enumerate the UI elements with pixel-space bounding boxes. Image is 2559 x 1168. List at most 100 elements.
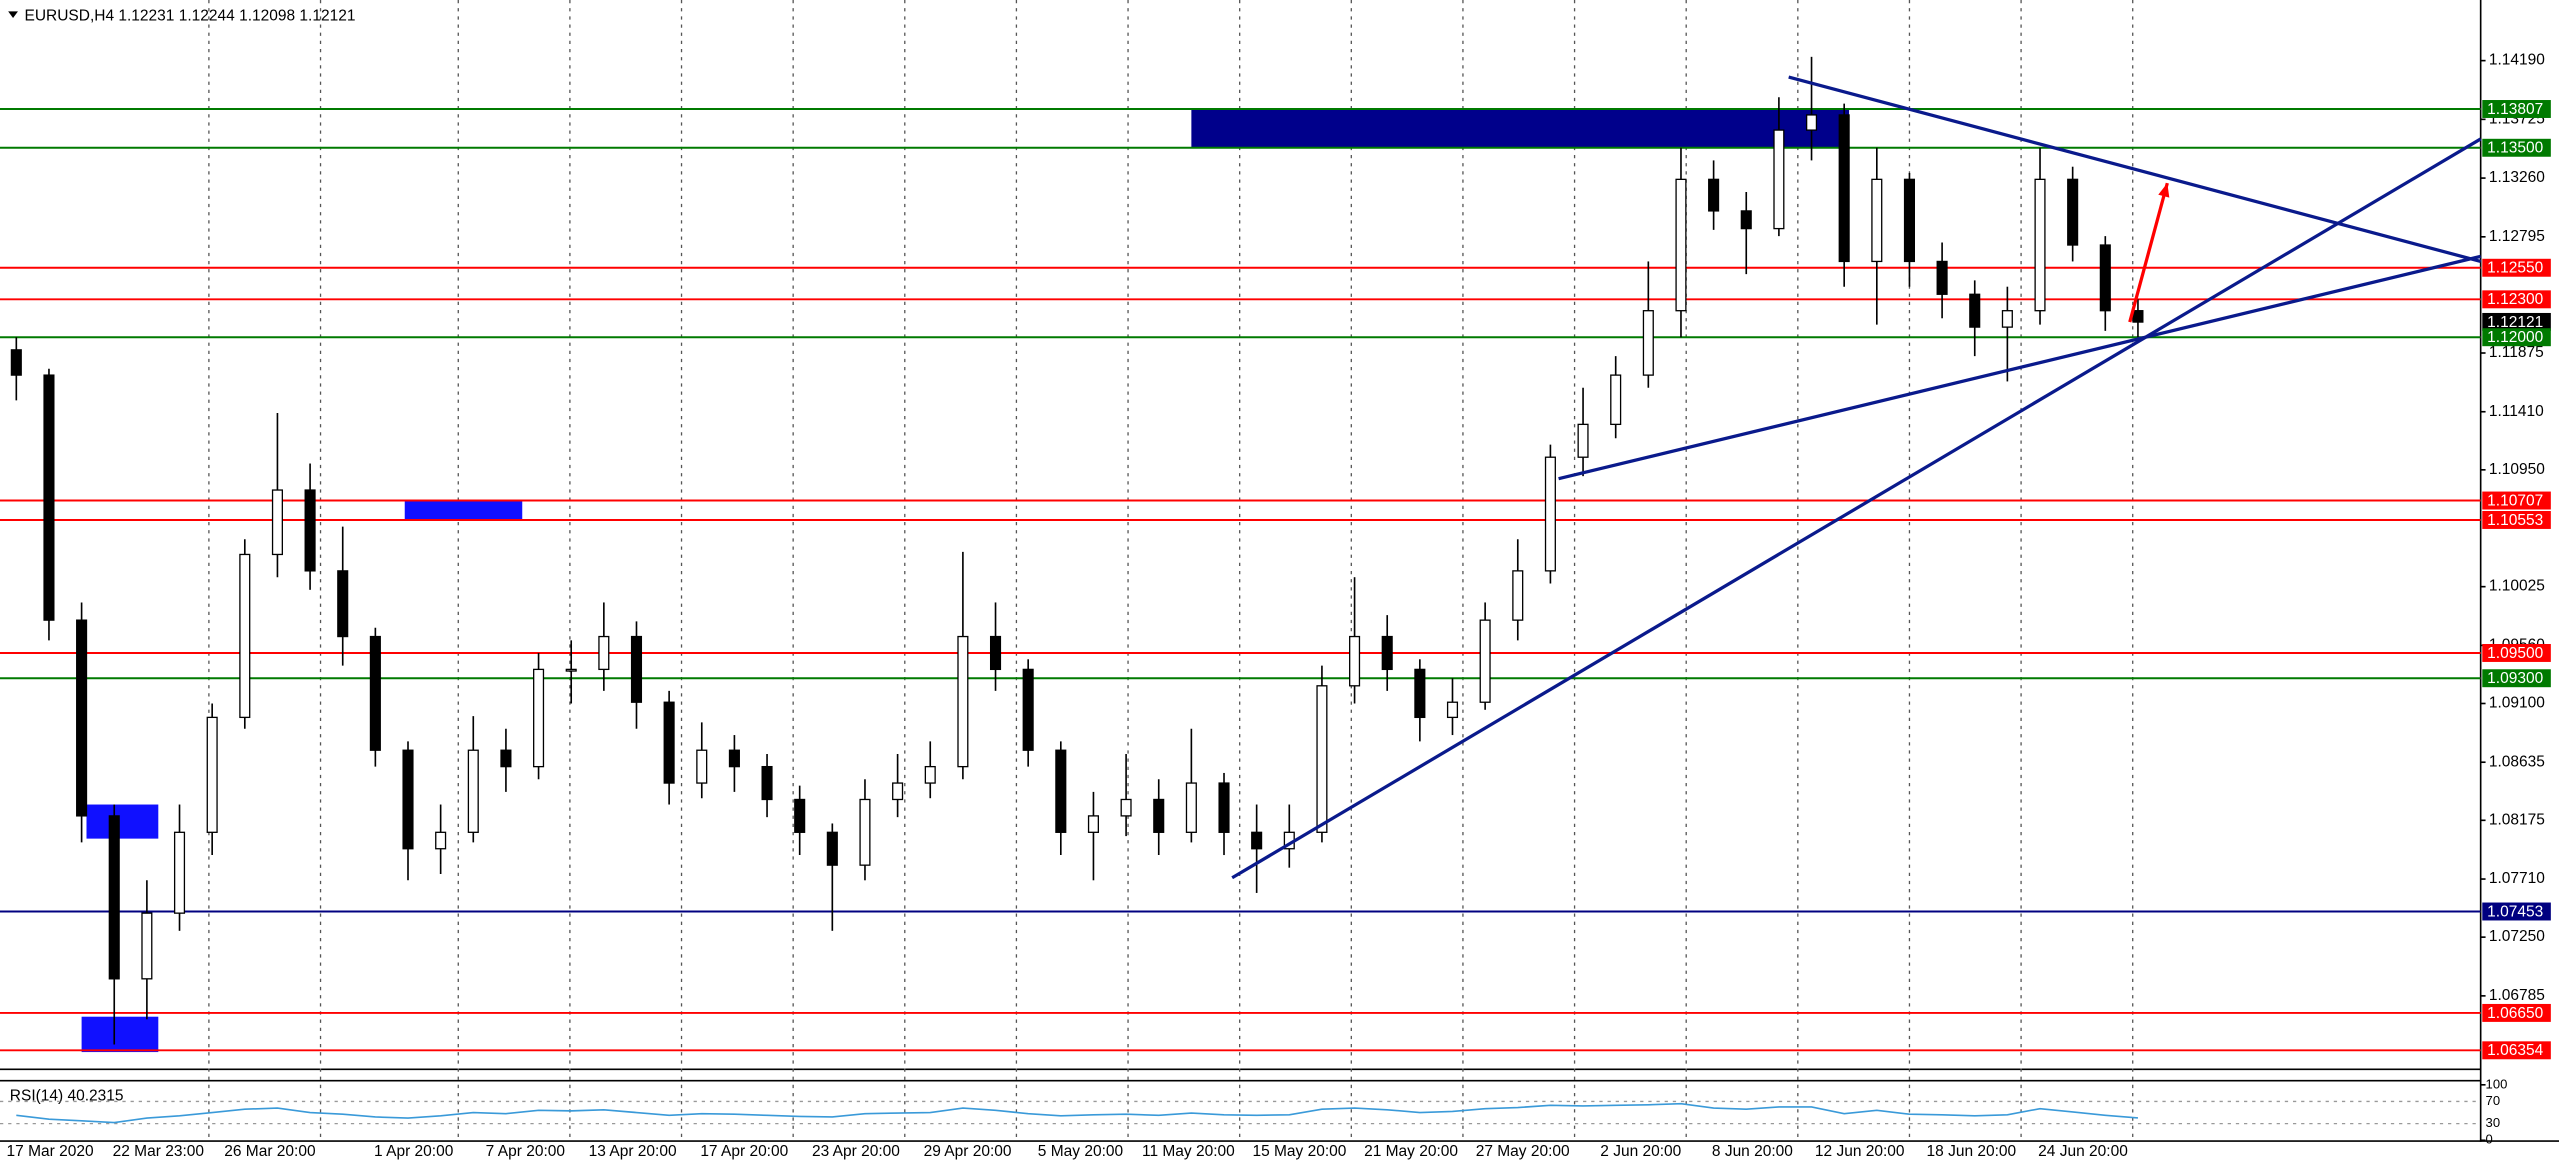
level-label-box [2482,138,2551,157]
candle-body [2001,310,2013,328]
trendline [1231,137,2482,880]
candle-body [1871,178,1883,263]
candle-body [1446,701,1459,719]
y-tick-label: 1.07250 [2489,928,2545,945]
level-label: 1.12121 [2487,314,2543,331]
candle-body [2132,310,2144,323]
candle-body [565,668,577,672]
x-tick-label: 17 Apr 20:00 [700,1143,788,1160]
zone-rectangle [1191,108,1850,148]
menu-arrow[interactable] [8,11,18,18]
level-label-box [2482,100,2551,118]
candle-body [1381,635,1393,671]
candle-body [663,701,675,784]
candle-body [533,668,545,768]
x-tick-label: 29 Apr 20:00 [924,1143,1012,1160]
x-tick-label: 12 Jun 20:00 [1815,1143,1905,1160]
candle-body [1185,782,1197,833]
candle-body [1120,798,1132,817]
candle-body [1773,129,1785,230]
candle-body [1349,635,1361,687]
candle-body [1544,456,1556,572]
candle-body [1675,178,1687,312]
candle-body [1022,668,1034,751]
level-label-box [2482,312,2551,331]
candle-body [1414,668,1426,719]
candle-body [728,749,740,768]
x-tick-label: 24 Jun 20:00 [2038,1143,2128,1160]
candle-body [206,716,218,833]
candle-body [173,831,186,914]
candle-body [271,489,283,556]
level-label-box [2482,669,2551,688]
indicator-tick-label: 30 [2486,1115,2501,1130]
zone-rectangle [81,1016,159,1053]
candle-body [1708,178,1720,212]
candle-body [1316,685,1328,833]
candle-body [43,374,55,621]
level-label-box [2482,643,2551,662]
candle-body [630,635,643,703]
candle-body [1740,210,1752,230]
candle-body [108,815,120,980]
level-label-box [2482,328,2551,347]
level-label-box [2482,1003,2551,1022]
candle-body [369,635,381,751]
x-tick-label: 1 Apr 20:00 [374,1143,454,1160]
level-label-box [2482,491,2551,510]
level-label: 1.12000 [2487,329,2543,346]
y-tick-label: 1.13260 [2489,169,2545,186]
level-label-box [2482,258,2551,277]
arrow-shaft [2128,182,2169,323]
x-tick-label: 13 Apr 20:00 [589,1143,677,1160]
y-tick-label: 1.10950 [2489,461,2545,478]
candle-body [337,570,349,638]
indicator-tick-label: 100 [2486,1076,2508,1091]
candle-body [1577,423,1589,458]
x-tick-label: 7 Apr 20:00 [486,1143,566,1160]
y-tick-label: 1.14190 [2489,52,2545,69]
candle-body [1251,831,1263,850]
indicator-tick-label: 0 [2486,1132,2493,1147]
candle-body [1153,798,1165,833]
x-tick-label: 18 Jun 20:00 [1927,1143,2017,1160]
level-label: 1.10553 [2487,512,2543,529]
x-tick-label: 22 Mar 23:00 [113,1143,205,1160]
candle-body [598,635,610,671]
x-tick-label: 23 Apr 20:00 [812,1143,900,1160]
candle-body [467,749,479,833]
trendline [1558,254,2482,481]
candle-body [1512,570,1524,621]
level-label: 1.13500 [2487,140,2543,157]
level-label-box [2482,511,2551,529]
candle-body [1838,114,1850,263]
candle-body [1903,178,1916,263]
candle-body [141,912,153,980]
candle-body [859,798,871,866]
rsi-line [16,1102,2139,1124]
level-label: 1.12550 [2487,260,2543,277]
candle-body [1642,310,1654,376]
level-label-box [2482,902,2551,921]
candle-body [989,635,1002,671]
candle-body [957,635,969,768]
candle-body [2034,178,2046,312]
candle-body [1805,114,1818,131]
level-label-box [2482,1041,2551,1060]
x-tick-label: 21 May 20:00 [1364,1143,1458,1160]
candle-body [1969,293,1981,328]
candle-body [826,831,838,866]
candle-body [1479,619,1491,703]
level-label: 1.07453 [2487,903,2543,920]
candle-body [2067,178,2079,246]
arrow-head [2158,183,2170,198]
trendline [1788,75,2482,264]
zone-rectangle [404,501,523,521]
y-tick-label: 1.09100 [2489,695,2545,712]
candle-body [76,619,88,817]
indicator-tick-label: 70 [2486,1093,2501,1108]
y-tick-label: 1.11875 [2489,344,2544,361]
x-tick-label: 26 Mar 20:00 [224,1143,316,1160]
